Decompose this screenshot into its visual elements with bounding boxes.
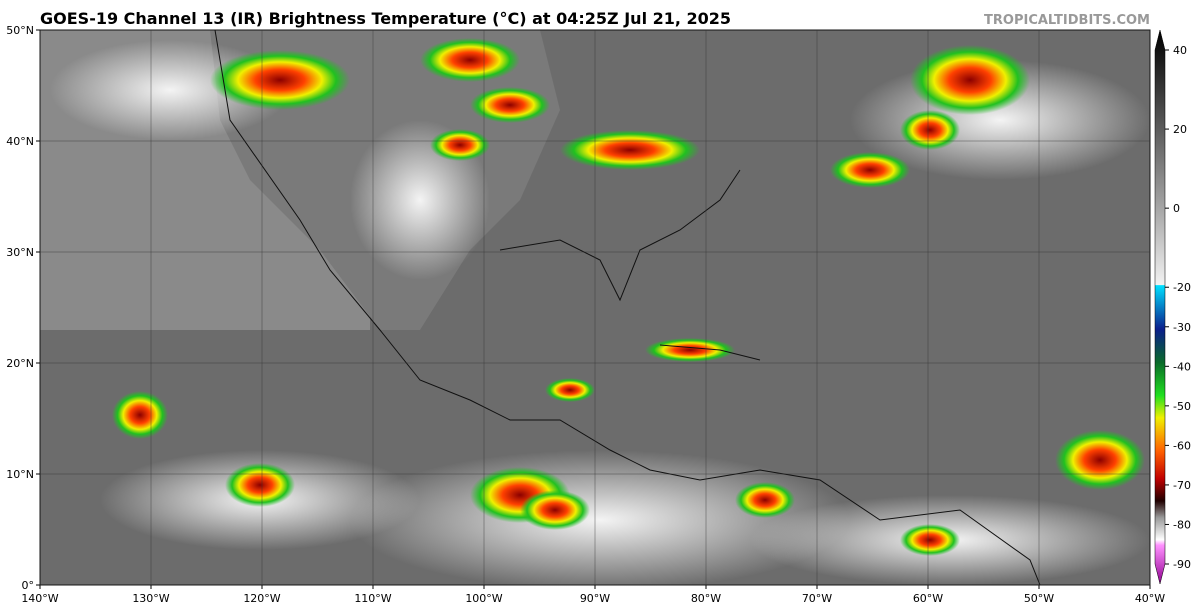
axes: 140°W 130°W 120°W 110°W 100°W 90°W 80°W 70°W 60°… <box>6 24 1191 605</box>
lat-tick-label: 40°N <box>6 135 34 148</box>
colorbar-label: 40 <box>1173 44 1187 57</box>
colorbar-label: 20 <box>1173 123 1187 136</box>
lon-tick-label: 70°W <box>802 592 832 605</box>
lat-tick-label: 0° <box>22 579 35 592</box>
lon-tick-label: 40°W <box>1135 592 1165 605</box>
lat-tick-label: 10°N <box>6 468 34 481</box>
lat-tick-label: 30°N <box>6 246 34 259</box>
colorbar-label: -70 <box>1173 479 1191 492</box>
colorbar-label: -80 <box>1173 518 1191 531</box>
lat-tick-label: 20°N <box>6 357 34 370</box>
colorbar-label: -60 <box>1173 439 1191 452</box>
colorbar-label: -90 <box>1173 558 1191 571</box>
title: GOES-19 Channel 13 (IR) Brightness Tempe… <box>40 9 731 28</box>
colorbar <box>1154 29 1166 585</box>
lon-tick-label: 50°W <box>1024 592 1054 605</box>
lon-tick-label: 100°W <box>465 592 502 605</box>
colorbar-label: -30 <box>1173 321 1191 334</box>
lon-tick-label: 110°W <box>354 592 391 605</box>
lon-tick-label: 120°W <box>243 592 280 605</box>
lon-tick-label: 140°W <box>21 592 58 605</box>
lon-tick-label: 80°W <box>691 592 721 605</box>
lon-tick-label: 60°W <box>913 592 943 605</box>
colorbar-label: -20 <box>1173 281 1191 294</box>
lon-tick-label: 90°W <box>580 592 610 605</box>
lon-tick-label: 130°W <box>132 592 169 605</box>
lat-tick-label: 50°N <box>6 24 34 37</box>
credit: TROPICALTIDBITS.COM <box>984 13 1150 28</box>
colorbar-label: -40 <box>1173 360 1191 373</box>
colorbar-label: -50 <box>1173 400 1191 413</box>
colorbar-label: 0 <box>1173 202 1180 215</box>
